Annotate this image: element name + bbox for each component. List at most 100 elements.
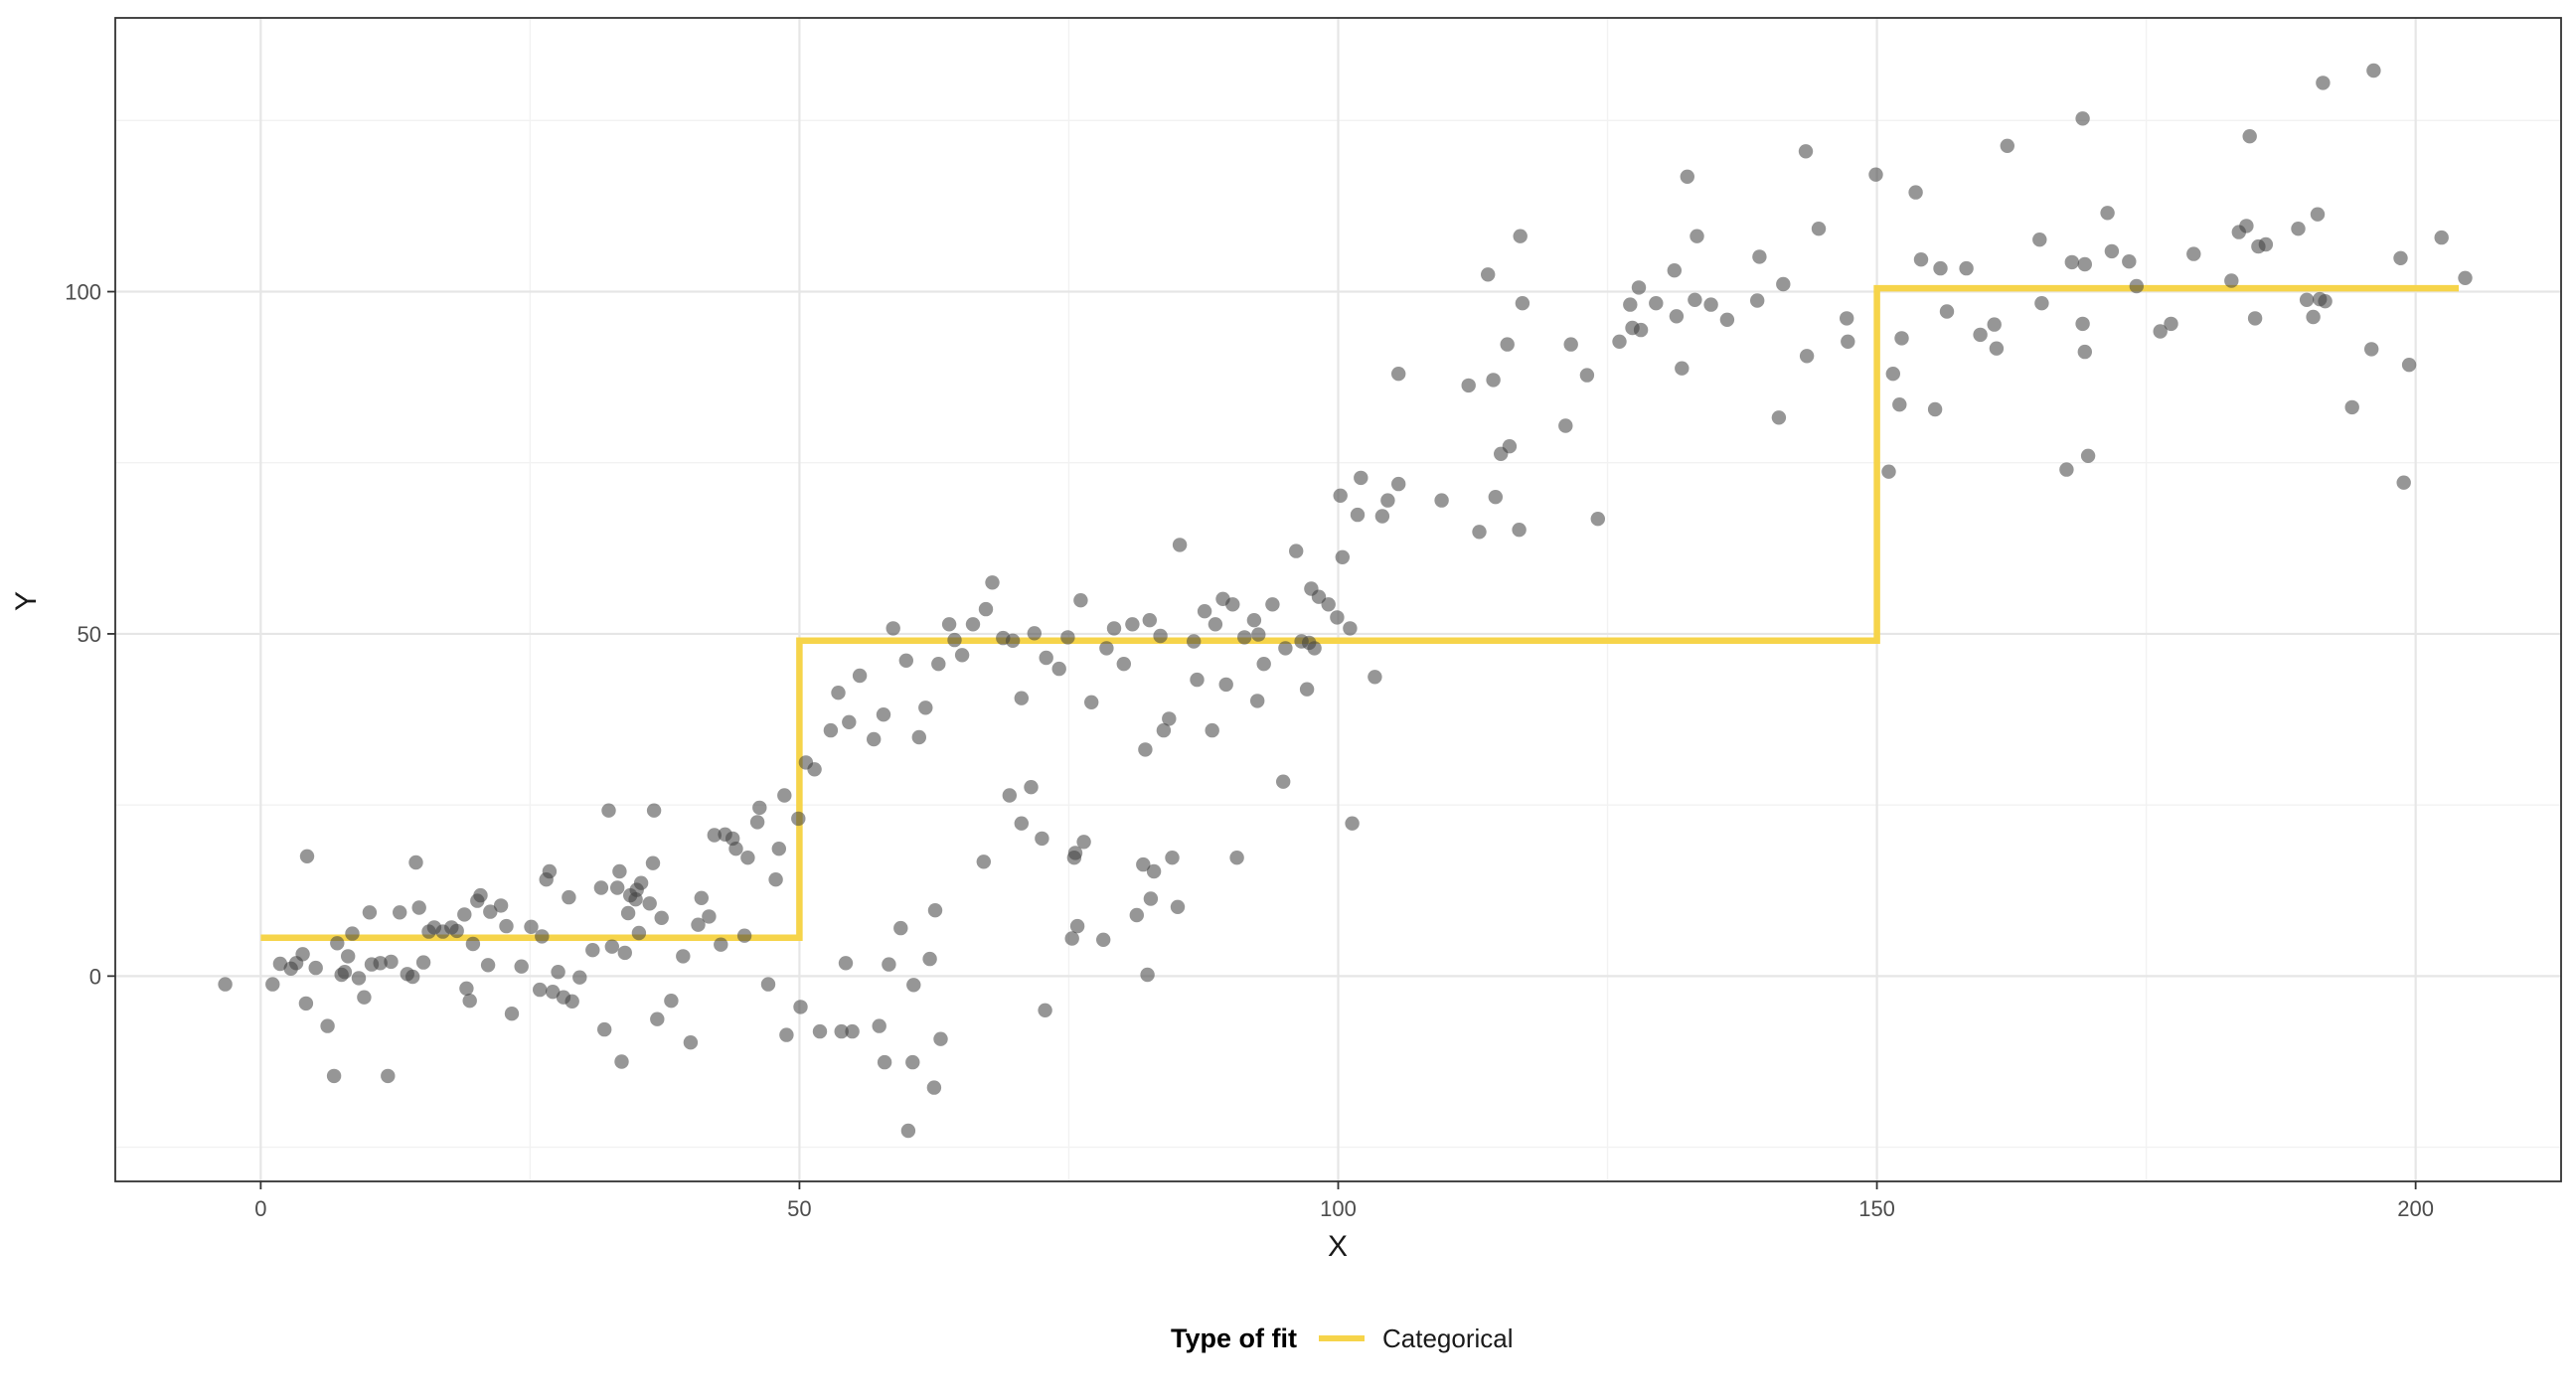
x-tick-label: 0 [254,1196,266,1221]
data-point [308,960,323,976]
data-point [1140,967,1155,983]
data-point [927,903,943,918]
data-point [1218,677,1233,693]
data-point [320,1018,335,1033]
data-point [911,729,926,745]
data-point [562,889,576,905]
data-point [1256,657,1271,672]
data-point [976,855,991,869]
data-point [1146,863,1162,879]
data-point [831,686,846,700]
data-point [1892,397,1907,412]
data-point [1380,493,1395,508]
data-point [1350,507,1366,523]
data-point [1515,296,1530,311]
data-point [381,1068,396,1084]
data-point [1208,617,1223,632]
data-point [1481,267,1496,282]
legend-title: Type of fit [1171,1323,1297,1353]
data-point [1142,613,1158,628]
data-point [1051,661,1066,677]
data-point [345,926,360,941]
data-point [1750,293,1765,308]
data-point [893,920,908,936]
data-point [1811,222,1827,236]
data-point [2316,76,2331,90]
data-point [610,880,625,895]
data-point [617,945,632,961]
data-point [2239,219,2254,233]
data-point [357,990,372,1005]
data-point [2077,344,2092,360]
data-point [1703,297,1718,312]
data-point [1590,512,1606,527]
data-point [384,954,399,970]
data-point [298,996,314,1011]
x-tick-label: 150 [1858,1196,1895,1221]
data-point [2242,129,2257,144]
data-point [1913,252,1929,267]
data-point [2129,278,2144,294]
data-point [601,803,616,818]
data-point [823,722,839,738]
data-point [664,994,679,1009]
data-point [845,1023,860,1039]
data-point [2396,475,2411,490]
data-point [1989,341,2005,356]
data-point [1321,597,1336,612]
data-point [1927,401,1943,417]
data-point [1633,322,1649,338]
data-point [872,1018,886,1033]
data-point [1333,488,1348,503]
data-point [1165,851,1180,865]
data-point [533,982,548,998]
data-point [779,1027,794,1042]
major-gridlines [115,18,2561,1181]
data-point [1330,610,1345,625]
data-point [1771,410,1787,425]
data-point [393,905,407,920]
data-point [604,939,619,954]
data-point [462,994,477,1009]
data-point [707,828,722,843]
data-point [1558,418,1573,433]
data-point [2064,254,2079,270]
data-point [694,890,709,905]
data-point [593,880,609,895]
data-point [1939,304,1955,319]
data-point [551,965,565,980]
data-point [947,632,962,648]
x-tick-label: 200 [2397,1196,2434,1221]
data-point [2075,111,2090,126]
data-point [2291,222,2306,236]
legend: Type of fit Categorical [1171,1323,1514,1353]
data-point [2258,236,2274,252]
data-point [1675,361,1690,376]
data-point [954,648,970,663]
data-point [2344,399,2359,415]
data-point [620,905,636,921]
data-point [1251,627,1266,642]
data-point [1680,169,1695,184]
data-point [1472,525,1487,540]
data-point [1024,780,1039,795]
data-point [1035,831,1049,847]
data-point [736,928,752,943]
data-point [480,958,496,973]
data-point [1039,650,1053,666]
data-point [2401,358,2417,373]
data-point [728,842,743,856]
x-axis-ticks: 0 50 100 150 200 [254,1181,2434,1221]
data-point [1688,292,1702,307]
data-point [2458,270,2473,285]
data-point [1027,626,1043,641]
data-point [612,863,627,879]
data-point [1067,846,1083,860]
data-point [2077,256,2092,272]
data-point [473,887,488,903]
data-point [2075,316,2090,332]
data-point [1798,144,1814,159]
data-point [791,811,806,827]
data-point [807,762,822,777]
